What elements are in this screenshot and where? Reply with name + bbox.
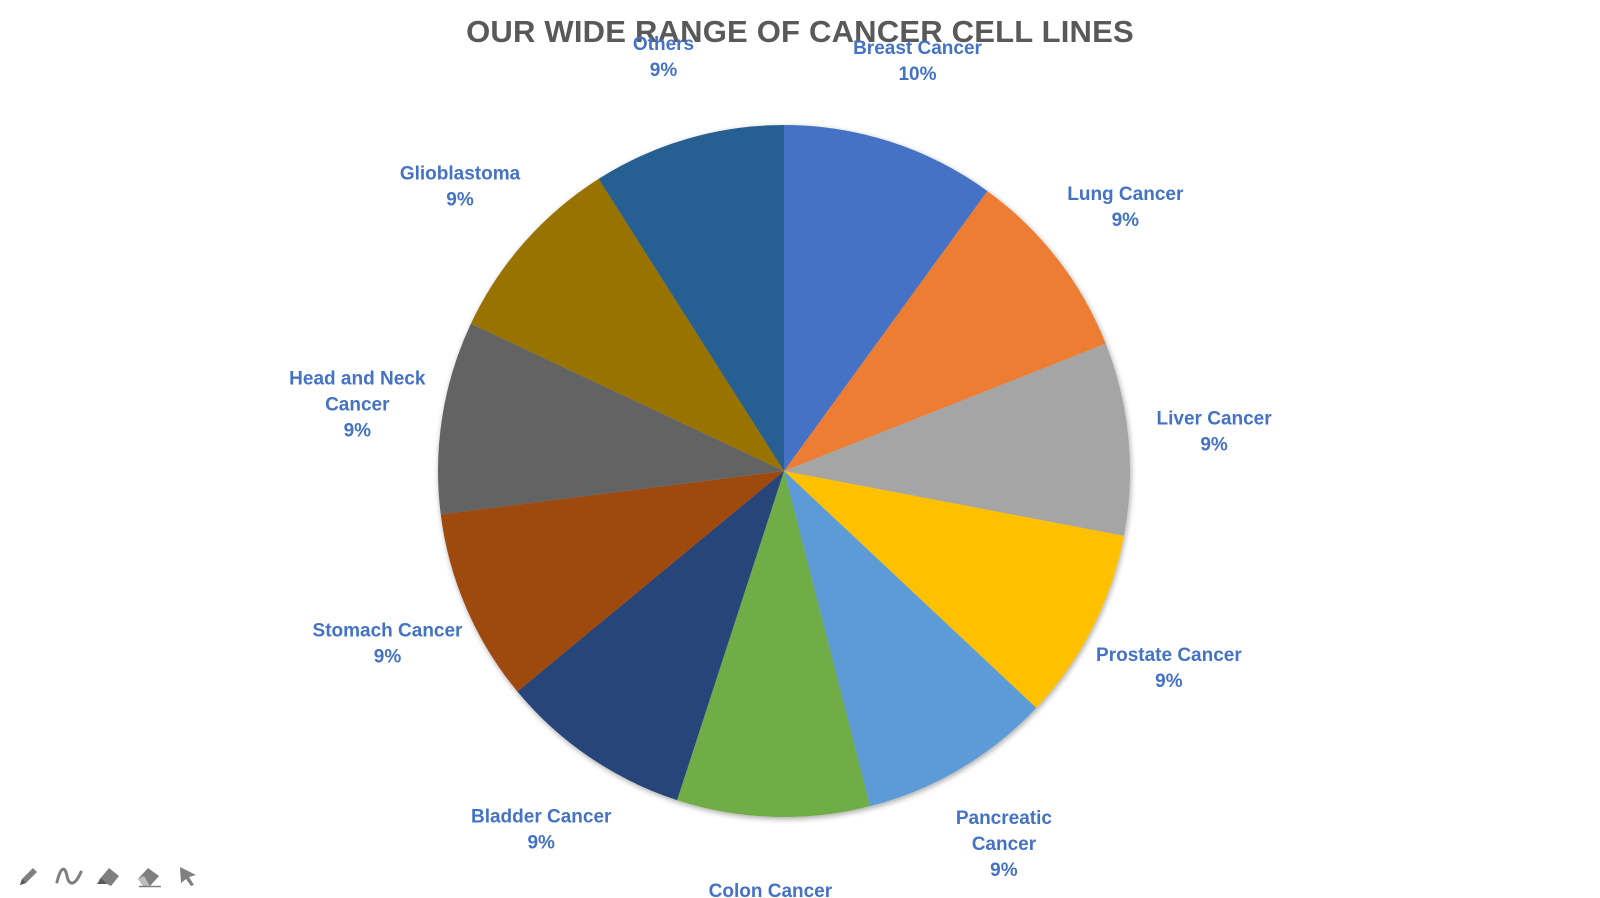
slice-label-percent: 9%: [1155, 671, 1183, 692]
slice-label-name: Bladder Cancer: [471, 806, 612, 827]
slice-label-stomach-cancer: Stomach Cancer 9%: [313, 621, 464, 668]
chart-title: OUR WIDE RANGE OF CANCER CELL LINES: [466, 14, 1134, 49]
slice-label-name: Liver Cancer: [1157, 408, 1273, 429]
slice-label-bladder-cancer: Bladder Cancer 9%: [471, 806, 612, 853]
pie-slice-others: [598, 125, 784, 471]
pie-slice-colon-cancer: [677, 471, 871, 818]
pie-slice-prostate-cancer: [784, 471, 1124, 708]
pen-icon: [17, 864, 41, 888]
slice-label-name: Lung Cancer: [1067, 184, 1184, 205]
slice-label-percent: 9%: [374, 647, 402, 668]
slice-label-head-and-neck-cancer: Head and Neck Cancer 9%: [289, 368, 426, 441]
slice-label-percent: 9%: [650, 60, 678, 81]
pie-slice-stomach-cancer: [440, 471, 784, 692]
pie-slice-lung-cancer: [784, 191, 1106, 471]
slice-label-others: Others 9%: [633, 34, 694, 81]
slice-label-breast-cancer: Breast Cancer 10%: [853, 38, 982, 85]
slice-label-percent: 10%: [898, 64, 936, 85]
highlighter-icon: [95, 864, 123, 888]
slice-label-name: Others: [633, 34, 694, 55]
slice-label-name: Colon Cancer: [709, 881, 833, 898]
slice-label-name: Cancer: [972, 834, 1037, 855]
slice-label-name: Cancer: [325, 394, 390, 415]
laser-pointer-icon: [176, 864, 202, 888]
squiggle-icon: [55, 864, 83, 888]
slice-label-name: Stomach Cancer: [313, 621, 464, 642]
pointer-tool-button[interactable]: [174, 862, 204, 890]
eraser-tool-button[interactable]: [134, 862, 164, 890]
slice-label-percent: 9%: [990, 860, 1018, 881]
slice-label-percent: 9%: [446, 189, 474, 210]
pie-slice-head-and-neck-cancer: [438, 323, 784, 515]
pie-slice-breast-cancer: [784, 125, 988, 471]
slice-label-percent: 9%: [1112, 210, 1140, 231]
eraser-icon: [135, 864, 163, 888]
slice-label-percent: 9%: [527, 832, 555, 853]
slice-label-glioblastoma: Glioblastoma 9%: [400, 163, 521, 210]
pie-slice-glioblastoma: [470, 178, 784, 472]
pen-tool-button[interactable]: [14, 862, 44, 890]
slice-label-name: Breast Cancer: [853, 38, 982, 59]
slice-label-name: Head and Neck: [289, 368, 426, 389]
pie-slices: [438, 125, 1130, 818]
ink-toolbar: [14, 862, 204, 890]
slice-label-name: Glioblastoma: [400, 163, 521, 184]
slice-label-pancreatic-cancer: Pancreatic Cancer 9%: [956, 808, 1053, 881]
slice-label-percent: 9%: [344, 420, 372, 441]
slice-label-prostate-cancer: Prostate Cancer 9%: [1096, 645, 1242, 692]
slice-labels: Breast Cancer 10%Lung Cancer 9%Liver Cance…: [289, 34, 1272, 898]
pie-slice-liver-cancer: [784, 343, 1130, 536]
slice-label-name: Prostate Cancer: [1096, 645, 1242, 666]
slice-label-liver-cancer: Liver Cancer 9%: [1157, 408, 1273, 455]
highlighter-tool-button[interactable]: [94, 862, 124, 890]
pie-slice-pancreatic-cancer: [784, 471, 1037, 807]
slice-label-name: Pancreatic: [956, 808, 1053, 829]
pie-slice-bladder-cancer: [517, 471, 784, 801]
slice-label-percent: 9%: [1200, 434, 1228, 455]
slice-label-lung-cancer: Lung Cancer 9%: [1067, 184, 1184, 231]
freeform-tool-button[interactable]: [54, 862, 84, 890]
